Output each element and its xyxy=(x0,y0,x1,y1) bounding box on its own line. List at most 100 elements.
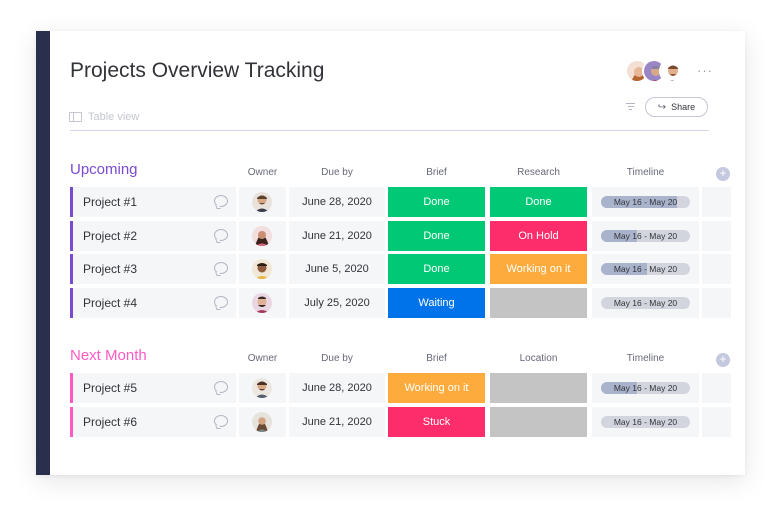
column-header-timeline: Timeline xyxy=(592,167,699,178)
owner-cell[interactable] xyxy=(239,254,286,284)
status-label-second[interactable]: Working on it xyxy=(490,254,587,284)
status-label-second[interactable] xyxy=(490,407,587,437)
status-label-second[interactable] xyxy=(490,288,587,318)
empty-cell xyxy=(702,373,731,403)
owner-cell[interactable] xyxy=(239,221,286,251)
group-title[interactable]: Upcoming xyxy=(70,161,138,178)
board-card: Projects Overview Tracking Table view ··… xyxy=(36,31,745,475)
avatar[interactable] xyxy=(252,259,272,279)
timeline-cell[interactable]: May 16 - May 20 xyxy=(592,373,699,403)
column-header-due: Due by xyxy=(289,353,385,364)
timeline-pill[interactable]: May 16 - May 20 xyxy=(601,263,690,275)
status-label-brief[interactable]: Done xyxy=(388,254,485,284)
status-label-brief[interactable]: Working on it xyxy=(388,373,485,403)
avatar[interactable] xyxy=(659,59,683,83)
column-header-research: Research xyxy=(490,167,587,178)
conversation-icon[interactable] xyxy=(214,415,228,427)
owner-cell[interactable] xyxy=(239,187,286,217)
conversation-icon[interactable] xyxy=(214,296,228,308)
more-menu-icon[interactable]: ··· xyxy=(697,63,713,78)
item-name-cell[interactable]: Project #2 xyxy=(70,221,236,251)
due-date-cell[interactable]: June 21, 2020 xyxy=(289,221,385,251)
timeline-text: May 16 - May 20 xyxy=(601,382,690,394)
item-name[interactable]: Project #1 xyxy=(83,195,137,209)
empty-cell xyxy=(702,187,731,217)
status-label-brief[interactable]: Stuck xyxy=(388,407,485,437)
group-title[interactable]: Next Month xyxy=(70,347,147,364)
status-label-second[interactable]: Done xyxy=(490,187,587,217)
share-button[interactable]: ↪ Share xyxy=(645,97,708,117)
item-name-cell[interactable]: Project #5 xyxy=(70,373,236,403)
avatar[interactable] xyxy=(252,378,272,398)
status-label-brief[interactable]: Done xyxy=(388,221,485,251)
timeline-cell[interactable]: May 16 - May 20 xyxy=(592,407,699,437)
timeline-text: May 16 - May 20 xyxy=(601,230,690,242)
share-label: Share xyxy=(671,102,695,112)
table-view-tab[interactable]: Table view xyxy=(69,111,139,123)
timeline-text: May 16 - May 20 xyxy=(601,263,690,275)
due-date-cell[interactable]: July 25, 2020 xyxy=(289,288,385,318)
column-header-due: Due by xyxy=(289,167,385,178)
column-header-owner: Owner xyxy=(239,167,286,178)
board-members[interactable] xyxy=(625,59,683,83)
empty-cell xyxy=(702,254,731,284)
timeline-text: May 16 - May 20 xyxy=(601,297,690,309)
add-column-icon[interactable]: + xyxy=(716,353,730,367)
empty-cell xyxy=(702,407,731,437)
column-header-owner: Owner xyxy=(239,353,286,364)
item-name[interactable]: Project #3 xyxy=(83,262,137,276)
due-date-cell[interactable]: June 28, 2020 xyxy=(289,187,385,217)
due-date-cell[interactable]: June 5, 2020 xyxy=(289,254,385,284)
empty-cell xyxy=(702,288,731,318)
due-date-cell[interactable]: June 28, 2020 xyxy=(289,373,385,403)
timeline-text: May 16 - May 20 xyxy=(601,416,690,428)
conversation-icon[interactable] xyxy=(214,381,228,393)
timeline-pill[interactable]: May 16 - May 20 xyxy=(601,382,690,394)
status-label-second[interactable] xyxy=(490,373,587,403)
table-view-label: Table view xyxy=(88,111,139,123)
column-header-brief: Brief xyxy=(388,167,485,178)
item-name-cell[interactable]: Project #3 xyxy=(70,254,236,284)
item-name-cell[interactable]: Project #4 xyxy=(70,288,236,318)
due-date-cell[interactable]: June 21, 2020 xyxy=(289,407,385,437)
filter-icon[interactable] xyxy=(626,101,635,110)
item-name[interactable]: Project #4 xyxy=(83,296,137,310)
left-nav-bar xyxy=(36,31,50,475)
add-column-icon[interactable]: + xyxy=(716,167,730,181)
avatar[interactable] xyxy=(252,226,272,246)
timeline-pill[interactable]: May 16 - May 20 xyxy=(601,297,690,309)
table-icon xyxy=(69,112,82,122)
conversation-icon[interactable] xyxy=(214,229,228,241)
timeline-pill[interactable]: May 16 - May 20 xyxy=(601,230,690,242)
item-name-cell[interactable]: Project #6 xyxy=(70,407,236,437)
item-name[interactable]: Project #2 xyxy=(83,229,137,243)
status-label-second[interactable]: On Hold xyxy=(490,221,587,251)
status-label-brief[interactable]: Waiting xyxy=(388,288,485,318)
timeline-pill[interactable]: May 16 - May 20 xyxy=(601,416,690,428)
column-header-brief: Brief xyxy=(388,353,485,364)
item-name-cell[interactable]: Project #1 xyxy=(70,187,236,217)
timeline-text: May 16 - May 20 xyxy=(601,196,690,208)
column-header-timeline: Timeline xyxy=(592,353,699,364)
empty-cell xyxy=(702,221,731,251)
column-header-location: Location xyxy=(490,353,587,364)
conversation-icon[interactable] xyxy=(214,195,228,207)
avatar[interactable] xyxy=(252,293,272,313)
header-divider xyxy=(70,130,709,131)
item-name[interactable]: Project #5 xyxy=(83,381,137,395)
timeline-cell[interactable]: May 16 - May 20 xyxy=(592,221,699,251)
share-icon: ↪ xyxy=(658,102,666,113)
timeline-pill[interactable]: May 16 - May 20 xyxy=(601,196,690,208)
avatar[interactable] xyxy=(252,192,272,212)
timeline-cell[interactable]: May 16 - May 20 xyxy=(592,254,699,284)
status-label-brief[interactable]: Done xyxy=(388,187,485,217)
owner-cell[interactable] xyxy=(239,288,286,318)
conversation-icon[interactable] xyxy=(214,262,228,274)
board-title: Projects Overview Tracking xyxy=(70,59,324,83)
item-name[interactable]: Project #6 xyxy=(83,415,137,429)
timeline-cell[interactable]: May 16 - May 20 xyxy=(592,288,699,318)
timeline-cell[interactable]: May 16 - May 20 xyxy=(592,187,699,217)
avatar[interactable] xyxy=(252,412,272,432)
owner-cell[interactable] xyxy=(239,407,286,437)
owner-cell[interactable] xyxy=(239,373,286,403)
